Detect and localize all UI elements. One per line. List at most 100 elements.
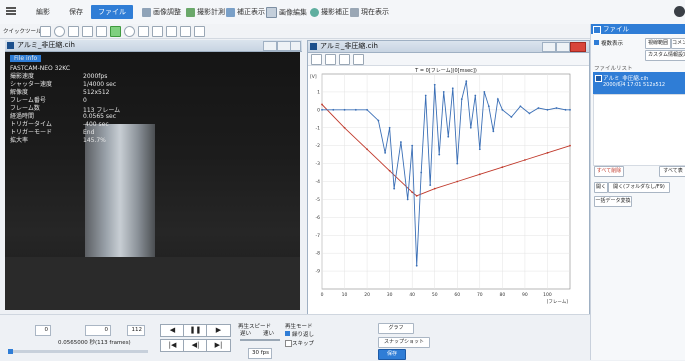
- rewind-button[interactable]: ◀: [160, 324, 185, 337]
- open-button[interactable]: 開く: [594, 182, 608, 193]
- file-checkbox[interactable]: [595, 75, 602, 82]
- view-range-button[interactable]: 視線範囲: [645, 38, 671, 49]
- timeline-thumb[interactable]: [8, 349, 13, 354]
- hamburger-icon[interactable]: [6, 7, 16, 15]
- series-point-1: [393, 187, 396, 190]
- y-tick-label: -2: [316, 143, 321, 149]
- snapshot-button[interactable]: スナップショット: [378, 337, 430, 348]
- window-icon: [7, 42, 14, 49]
- copy-icon[interactable]: [166, 26, 177, 37]
- graph-next-icon[interactable]: [353, 54, 364, 65]
- grid-icon[interactable]: [96, 26, 107, 37]
- menu-sync-label: 現在表示: [361, 8, 389, 16]
- menu-edit[interactable]: 編影: [36, 8, 50, 16]
- menu-image-output[interactable]: 撮影補正: [310, 7, 349, 17]
- file-list-item[interactable]: アルミ_非圧縮.cih 2000/6/4 17:01 512x512: [593, 72, 685, 94]
- series-point-1: [420, 171, 423, 174]
- series-point-1: [555, 107, 558, 109]
- series-point-1: [406, 198, 409, 201]
- info-value: -400 sec: [83, 121, 109, 128]
- graph-export-icon[interactable]: [325, 54, 336, 65]
- menu-sync[interactable]: 現在表示: [350, 7, 389, 17]
- start-frame-field[interactable]: 0: [35, 325, 51, 336]
- y-axis-label: [V]: [310, 74, 317, 80]
- series-point-1: [400, 141, 402, 143]
- menu-measure-label: 撮影計測: [197, 8, 225, 16]
- speed-fast-label: 速い: [263, 331, 275, 337]
- series-point-1: [501, 108, 504, 111]
- menu-image-edit[interactable]: 画像編集: [266, 7, 307, 18]
- help-icon[interactable]: [674, 6, 685, 17]
- file-list-label: ファイルリスト: [594, 66, 633, 72]
- zoom-in-icon[interactable]: [54, 26, 65, 37]
- series-point-1: [388, 126, 391, 129]
- step-back-button[interactable]: ◀|: [183, 339, 208, 352]
- crop-icon[interactable]: [152, 26, 163, 37]
- y-tick-label: -7: [316, 233, 321, 239]
- fit-icon[interactable]: [110, 26, 121, 37]
- show-all-button[interactable]: すべて表: [659, 166, 685, 177]
- current-frame-field[interactable]: 0: [85, 325, 111, 336]
- minimize-button[interactable]: [263, 41, 277, 51]
- pen-icon[interactable]: [82, 26, 93, 37]
- last-frame-button[interactable]: ▶|: [206, 339, 231, 352]
- pause-button[interactable]: ❚❚: [183, 324, 208, 337]
- close-button[interactable]: [570, 42, 586, 52]
- zoom-out-icon[interactable]: [68, 26, 79, 37]
- fps-select[interactable]: 30 fps: [248, 348, 272, 359]
- flip-icon[interactable]: [138, 26, 149, 37]
- graph-tool-icon[interactable]: [311, 54, 322, 65]
- series-point-0: [415, 194, 418, 197]
- x-tick-label: 70: [477, 292, 483, 298]
- graph-window: アルミ_非圧縮.cih T = 0[フレーム](0[msec]) 0 10 20 30 4…: [307, 40, 590, 316]
- video-frame[interactable]: File info FASTCAM-NEO 32KC 撮影速度 2000fps シャッ…: [5, 52, 300, 310]
- batch-convert-button[interactable]: 一括データ変換: [594, 196, 632, 207]
- x-tick-label: 60: [454, 292, 460, 298]
- minimize-button[interactable]: [542, 42, 556, 52]
- series-point-1: [483, 91, 486, 93]
- graph-prev-icon[interactable]: [339, 54, 350, 65]
- menu-analysis[interactable]: 補正表示: [226, 7, 265, 17]
- window-icon: [310, 43, 317, 50]
- delete-all-button[interactable]: すべて削除: [594, 166, 624, 177]
- multi-display-checkbox[interactable]: [594, 40, 599, 45]
- layout-icon[interactable]: [194, 26, 205, 37]
- open-folder-button[interactable]: 開く(フォルダなし/F9): [608, 182, 670, 193]
- maximize-button[interactable]: [277, 41, 291, 51]
- timeline-slider[interactable]: [8, 350, 148, 353]
- info-value: 1/4000 sec: [83, 81, 117, 88]
- play-button[interactable]: ▶: [206, 324, 231, 337]
- select-icon[interactable]: [180, 26, 191, 37]
- x-tick-label: 0: [321, 292, 324, 298]
- menu-save[interactable]: 保存: [69, 8, 83, 16]
- end-frame-field[interactable]: 112: [127, 325, 145, 336]
- move-icon[interactable]: [40, 26, 51, 37]
- comment-button[interactable]: コメント: [671, 38, 685, 49]
- series-point-1: [564, 108, 567, 111]
- graph-button[interactable]: グラフ: [378, 323, 414, 334]
- series-point-0: [456, 180, 459, 183]
- file-panel: ファイル 複数表示 視線範囲 コメント カスタム情報設定 ファイルリスト アルミ…: [590, 24, 685, 360]
- close-button[interactable]: [290, 41, 301, 51]
- first-frame-button[interactable]: |◀: [160, 339, 185, 352]
- chart-title: T = 0[フレーム](0[msec]): [414, 68, 477, 74]
- x-tick-label: 30: [387, 292, 393, 298]
- custom-info-button[interactable]: カスタム情報設定: [645, 50, 685, 61]
- image-edit-icon: [266, 7, 277, 18]
- playback-controls: 0 0 112 0.0565000 秒(113 frames) ◀ ❚❚ ▶ |…: [0, 314, 590, 361]
- series-point-0: [388, 169, 391, 172]
- graph-window-titlebar: アルミ_非圧縮.cih: [308, 41, 589, 53]
- output-icon: [310, 7, 319, 17]
- rotate-icon[interactable]: [124, 26, 135, 37]
- menu-file[interactable]: ファイル: [91, 5, 133, 19]
- repeat-checkbox[interactable]: [285, 331, 290, 336]
- maximize-button[interactable]: [556, 42, 570, 52]
- save-button[interactable]: 保存: [378, 349, 406, 360]
- series-point-0: [546, 151, 549, 154]
- menu-display-adjust[interactable]: 画像調整: [142, 7, 181, 17]
- speed-slider[interactable]: [240, 339, 280, 341]
- menu-measure[interactable]: 撮影計測: [186, 7, 225, 17]
- skip-checkbox[interactable]: [285, 340, 292, 347]
- hamburger-line: [6, 10, 16, 12]
- series-point-1: [460, 98, 463, 100]
